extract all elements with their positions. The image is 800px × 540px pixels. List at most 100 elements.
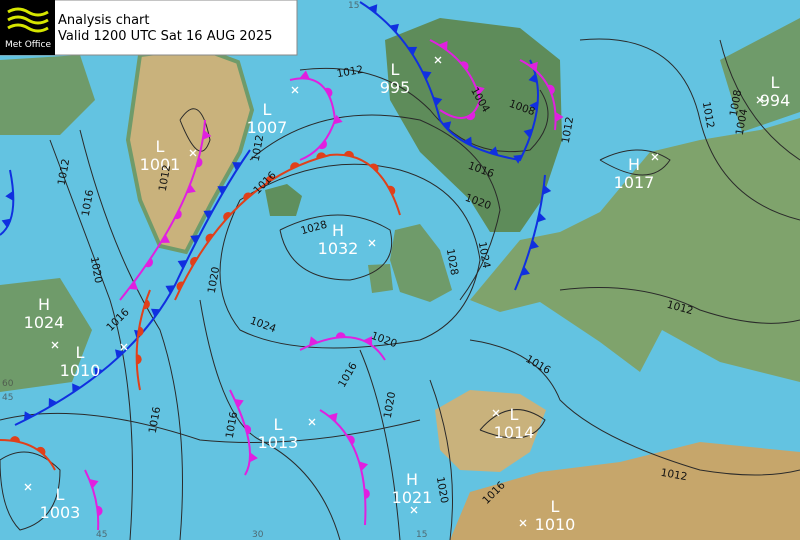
chart-title: Analysis chart bbox=[58, 13, 150, 28]
front-symbol bbox=[363, 336, 373, 346]
front-semicircle bbox=[460, 61, 469, 71]
graticule-label: 30 bbox=[252, 530, 264, 540]
front-triangle bbox=[309, 336, 319, 346]
isobar bbox=[559, 287, 800, 324]
centre-type: L bbox=[274, 415, 283, 434]
front-triangle bbox=[389, 23, 399, 33]
front-symbol bbox=[460, 61, 469, 71]
front-symbol bbox=[333, 114, 343, 125]
centre-pressure: 1003 bbox=[40, 503, 81, 522]
front-symbol bbox=[196, 157, 203, 168]
front-triangle bbox=[328, 412, 338, 423]
isobar bbox=[0, 451, 61, 531]
centre-pressure: 1007 bbox=[247, 118, 288, 137]
isobar bbox=[299, 67, 549, 153]
centre-pressure: 1032 bbox=[318, 239, 359, 258]
front-semicircle bbox=[205, 233, 214, 243]
isobar-label: 1020 bbox=[434, 476, 450, 504]
cold-front bbox=[0, 169, 15, 236]
front-symbol bbox=[369, 163, 379, 172]
graticule-label: 15 bbox=[348, 1, 359, 11]
front-semicircle bbox=[97, 505, 103, 516]
front-triangle bbox=[160, 234, 171, 243]
front-symbol bbox=[249, 452, 258, 463]
front-symbol bbox=[160, 234, 171, 243]
front-triangle bbox=[359, 461, 369, 472]
front-symbol bbox=[89, 479, 99, 489]
front-symbol bbox=[136, 354, 142, 365]
front-triangle bbox=[1, 218, 11, 228]
front-symbol bbox=[186, 184, 196, 194]
front-symbol bbox=[189, 257, 198, 267]
front-symbol bbox=[72, 383, 81, 393]
front-semicircle bbox=[36, 446, 46, 456]
front-symbol bbox=[513, 154, 523, 164]
front-semicircle bbox=[137, 326, 144, 337]
centre-pressure: 1013 bbox=[258, 433, 299, 452]
front-symbol bbox=[364, 488, 370, 499]
centre-pressure: 994 bbox=[760, 91, 791, 110]
front-symbol bbox=[24, 411, 33, 421]
centre-pressure: 995 bbox=[380, 78, 411, 97]
front-symbol bbox=[407, 46, 418, 56]
front-symbol bbox=[128, 280, 139, 290]
front-symbol bbox=[223, 211, 232, 221]
front-semicircle bbox=[145, 258, 154, 268]
front-triangle bbox=[537, 212, 547, 223]
front-symbol bbox=[441, 121, 452, 131]
front-semicircle bbox=[316, 152, 327, 159]
centre-cross bbox=[651, 153, 659, 161]
front-triangle bbox=[150, 308, 161, 318]
isobar-label: 1024 bbox=[476, 241, 493, 270]
front-triangle bbox=[249, 452, 258, 463]
centre-cross bbox=[434, 56, 442, 64]
front-semicircle bbox=[347, 435, 355, 445]
isobar bbox=[719, 39, 800, 161]
land-iberia bbox=[435, 390, 546, 472]
centre-pressure: 1010 bbox=[535, 515, 576, 534]
isobar-label: 1008 bbox=[728, 89, 744, 117]
occluded-front bbox=[119, 119, 206, 301]
front-symbol bbox=[529, 239, 539, 250]
front-triangle bbox=[177, 260, 188, 270]
front-triangle bbox=[488, 146, 499, 156]
front-symbol bbox=[143, 299, 150, 310]
front-symbol bbox=[115, 349, 125, 359]
front-triangle bbox=[368, 4, 378, 14]
front-symbol bbox=[433, 96, 443, 107]
front-semicircle bbox=[189, 257, 198, 267]
land-europe bbox=[470, 118, 800, 382]
isobar bbox=[469, 339, 800, 476]
front-symbol bbox=[463, 136, 473, 147]
front-symbol bbox=[94, 367, 104, 377]
front-semicircle bbox=[388, 185, 396, 196]
isobar bbox=[249, 114, 501, 301]
front-symbol bbox=[335, 332, 346, 338]
front-triangle bbox=[523, 128, 533, 139]
front-symbol bbox=[344, 150, 354, 158]
front-semicircle bbox=[335, 332, 346, 338]
land-ireland bbox=[368, 264, 393, 293]
front-triangle bbox=[438, 40, 448, 51]
centre-type: L bbox=[156, 137, 165, 156]
front-symbol bbox=[388, 185, 396, 196]
centre-pressure: 1010 bbox=[60, 361, 101, 380]
front-symbol bbox=[537, 212, 547, 223]
occluded-front bbox=[299, 336, 386, 361]
isobar-label: 1028 bbox=[444, 248, 460, 276]
occluded-front bbox=[319, 409, 367, 526]
centre-type: L bbox=[56, 485, 65, 504]
warm-front bbox=[0, 439, 56, 471]
front-symbol bbox=[529, 101, 538, 112]
land-iceland bbox=[265, 184, 302, 216]
front-triangle bbox=[48, 398, 58, 408]
isobar bbox=[79, 129, 183, 540]
front-symbol bbox=[520, 266, 530, 276]
front-semicircle bbox=[465, 112, 476, 121]
front-symbol bbox=[205, 233, 214, 243]
centre-cross bbox=[410, 506, 418, 514]
fronts bbox=[0, 1, 564, 531]
isobar-label: 1012 bbox=[336, 64, 364, 80]
centre-cross bbox=[519, 519, 527, 527]
